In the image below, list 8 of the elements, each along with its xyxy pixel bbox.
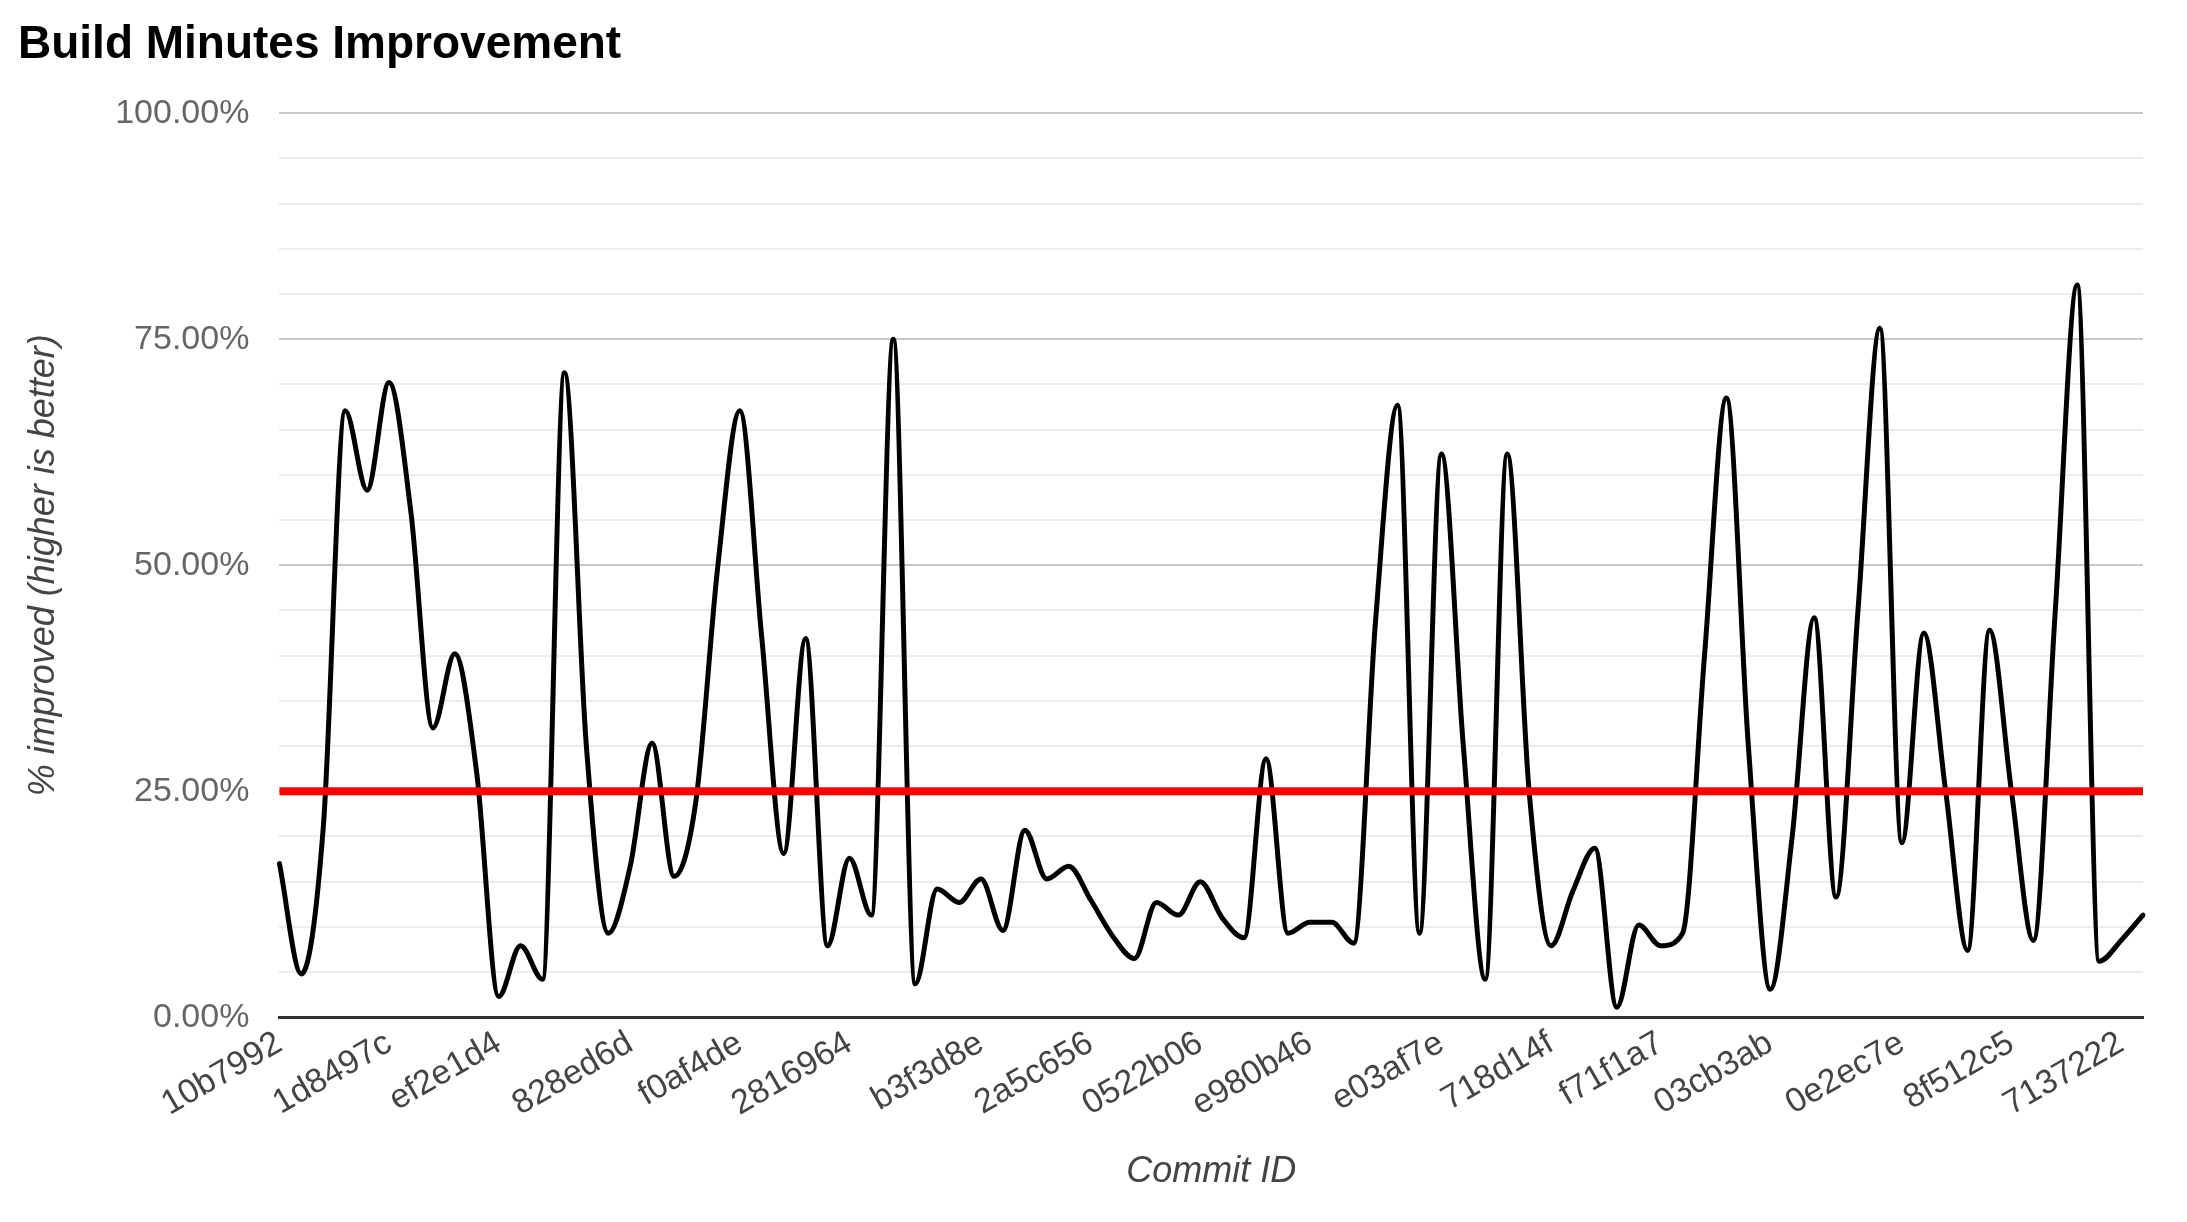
- y-tick-label: 25.00%: [134, 769, 250, 808]
- y-tick-label: 75.00%: [134, 317, 250, 356]
- y-axis-title: % improved (higher is better): [20, 334, 62, 797]
- x-axis-title: Commit ID: [1126, 1149, 1297, 1191]
- y-tick-label: 50.00%: [134, 543, 250, 582]
- y-tick-label: 100.00%: [115, 91, 250, 130]
- y-tick-label: 0.00%: [153, 995, 250, 1034]
- chart-title: Build Minutes Improvement: [18, 16, 622, 69]
